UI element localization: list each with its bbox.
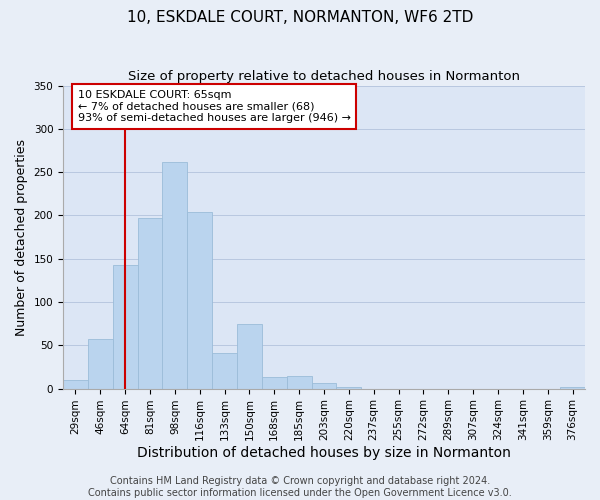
- Text: Contains HM Land Registry data © Crown copyright and database right 2024.
Contai: Contains HM Land Registry data © Crown c…: [88, 476, 512, 498]
- Text: 10, ESKDALE COURT, NORMANTON, WF6 2TD: 10, ESKDALE COURT, NORMANTON, WF6 2TD: [127, 10, 473, 25]
- Bar: [88, 339, 113, 388]
- Bar: [63, 380, 88, 388]
- Bar: [337, 387, 361, 388]
- Bar: [212, 353, 237, 388]
- Bar: [113, 265, 137, 388]
- Bar: [287, 376, 311, 388]
- Bar: [560, 387, 585, 388]
- X-axis label: Distribution of detached houses by size in Normanton: Distribution of detached houses by size …: [137, 446, 511, 460]
- Title: Size of property relative to detached houses in Normanton: Size of property relative to detached ho…: [128, 70, 520, 83]
- Bar: [262, 378, 287, 388]
- Bar: [311, 384, 337, 388]
- Bar: [237, 324, 262, 388]
- Bar: [187, 212, 212, 388]
- Y-axis label: Number of detached properties: Number of detached properties: [15, 138, 28, 336]
- Text: 10 ESKDALE COURT: 65sqm
← 7% of detached houses are smaller (68)
93% of semi-det: 10 ESKDALE COURT: 65sqm ← 7% of detached…: [78, 90, 351, 123]
- Bar: [137, 218, 163, 388]
- Bar: [163, 162, 187, 388]
